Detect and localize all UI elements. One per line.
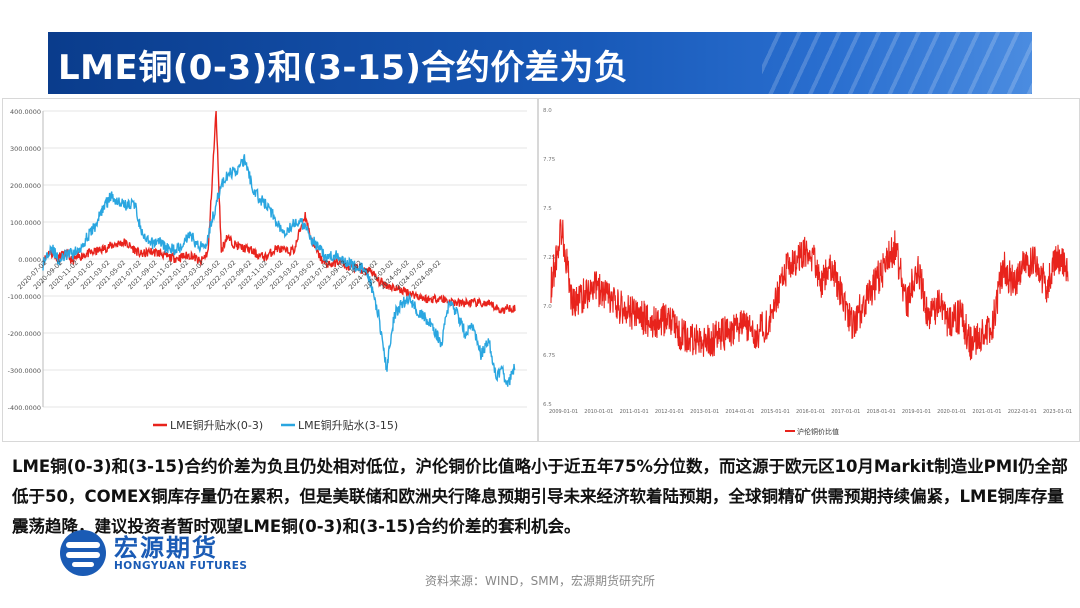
x-tick-label: 2011-01-01 [620, 409, 649, 415]
x-tick-label: 2014-01-01 [725, 409, 754, 415]
source-note: 资料来源：WIND，SMM，宏源期货研究所 [425, 574, 655, 588]
y-tick-label: 7.75 [543, 157, 556, 163]
legend-label: 沪伦铜价比值 [797, 427, 839, 436]
x-tick-label: 2010-01-01 [584, 409, 613, 415]
x-tick-label: 2018-01-01 [867, 409, 896, 415]
legend-label: LME铜升贴水(3-15) [298, 418, 398, 432]
y-tick-label: 7.5 [543, 206, 552, 212]
logo-mark-icon [60, 530, 106, 576]
y-tick-label: -200.0000 [8, 330, 41, 338]
y-tick-label: 400.0000 [10, 108, 41, 116]
spread-chart: 400.0000 300.0000 200.0000 100.0000 0.0000 -1… [8, 108, 527, 432]
y-tick-label: 0.0000 [18, 256, 41, 264]
ratio-chart-panel: 8.0 7.75 7.5 7.25 7.0 6.75 6.5 2009-01-01 2010-0… [538, 98, 1080, 442]
y-tick-label: 6.5 [543, 402, 552, 408]
spread-chart-panel: 400.0000 300.0000 200.0000 100.0000 0.0000 -1… [2, 98, 538, 442]
y-tick-label: -400.0000 [8, 404, 41, 412]
series-line [550, 219, 1069, 361]
x-tick-label: 2017-01-01 [831, 409, 860, 415]
y-tick-label: -100.0000 [8, 293, 41, 301]
y-tick-label: 7.25 [543, 255, 556, 261]
x-tick-label: 2016-01-01 [796, 409, 825, 415]
title-banner: LME铜(0-3)和(3-15)合约价差为负 [48, 32, 1032, 94]
series-line [42, 110, 516, 315]
x-tick-label: 2019-01-01 [902, 409, 931, 415]
y-tick-label: 300.0000 [10, 145, 41, 153]
legend-label: LME铜升贴水(0-3) [170, 418, 263, 432]
x-tick-label: 2012-01-01 [655, 409, 684, 415]
y-tick-label: 6.75 [543, 353, 556, 359]
x-tick-label: 2023-01-01 [1043, 409, 1072, 415]
y-tick-label: 100.0000 [10, 219, 41, 227]
y-tick-label: -300.0000 [8, 367, 41, 375]
x-tick-label: 2009-01-01 [549, 409, 578, 415]
y-tick-label: 7.0 [543, 304, 552, 310]
x-tick-label: 2015-01-01 [761, 409, 790, 415]
company-logo: 宏源期货 HONGYUAN FUTURES [60, 528, 310, 578]
series-line [42, 154, 516, 387]
logo-english-name: HONGYUAN FUTURES [114, 560, 248, 572]
analysis-paragraph: LME铜(0-3)和(3-15)合约价差为负且仍处相对低位，沪伦铜价比值略小于近… [12, 457, 1068, 536]
x-tick-label: 2013-01-01 [690, 409, 719, 415]
page-title: LME铜(0-3)和(3-15)合约价差为负 [58, 48, 629, 88]
banner-stripe-decoration [762, 32, 1032, 94]
x-tick-label: 2020-01-01 [937, 409, 966, 415]
logo-chinese-name: 宏源期货 [114, 534, 218, 562]
x-tick-label: 2021-01-01 [972, 409, 1001, 415]
y-tick-label: 200.0000 [10, 182, 41, 190]
y-tick-label: 8.0 [543, 108, 552, 114]
x-tick-label: 2022-01-01 [1008, 409, 1037, 415]
